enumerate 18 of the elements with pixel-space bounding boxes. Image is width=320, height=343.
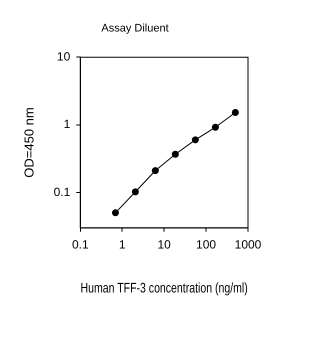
point xyxy=(212,124,219,131)
x-tick-label: 1000 xyxy=(234,237,262,252)
y-tick-label: 10 xyxy=(56,50,71,64)
y-tick-label: 1 xyxy=(64,117,71,132)
x-tick-label: 1 xyxy=(118,237,126,252)
y-axis-title: OD=450 nm xyxy=(21,107,36,178)
chart-title: Assay Diluent xyxy=(101,22,169,35)
x-tick-label: 10 xyxy=(157,237,172,252)
x-tick-label: 100 xyxy=(196,237,216,252)
point xyxy=(112,209,119,216)
y-tick-label: 0.1 xyxy=(54,184,71,199)
point xyxy=(152,167,159,174)
point xyxy=(192,136,199,144)
point xyxy=(232,109,239,116)
x-tick-label: 0.1 xyxy=(72,237,89,252)
x-axis-title: Human TFF-3 concentration (ng/ml) xyxy=(80,280,248,296)
point xyxy=(132,188,139,196)
point xyxy=(172,150,179,158)
